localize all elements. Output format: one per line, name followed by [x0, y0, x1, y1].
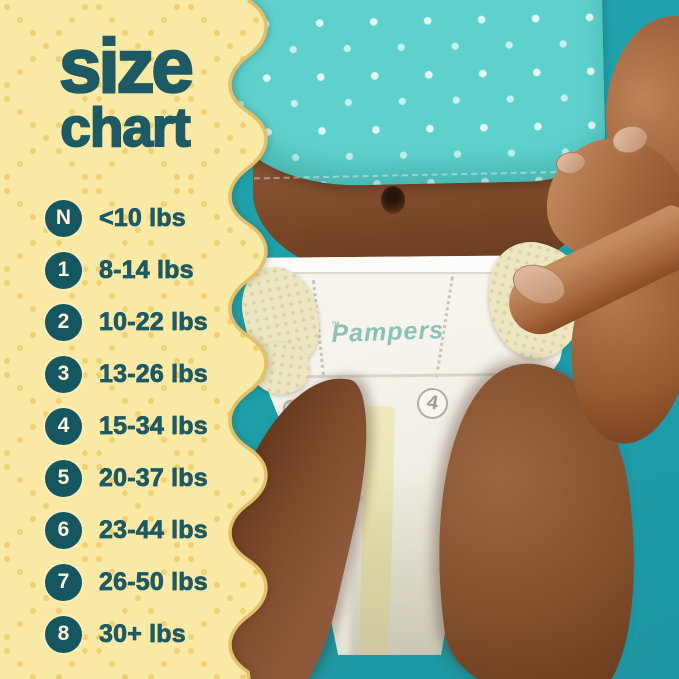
size-badge: 4 — [45, 407, 82, 445]
weight-range: 26-50 lbs — [99, 567, 208, 596]
size-badge: 5 — [45, 459, 82, 497]
weight-range: <10 lbs — [99, 203, 186, 232]
trademark-symbol: ™ — [331, 319, 342, 330]
title-line-chart: chart — [59, 95, 192, 158]
weight-range: 10-22 lbs — [99, 307, 208, 336]
weight-range: 23-44 lbs — [99, 515, 208, 544]
size-row: 4 15-34 lbs — [45, 400, 208, 452]
size-badge: 8 — [45, 615, 82, 653]
size-row: 1 8-14 lbs — [45, 244, 208, 296]
size-row: 2 10-22 lbs — [45, 296, 208, 348]
weight-range: 13-26 lbs — [99, 359, 208, 388]
weight-range: 15-34 lbs — [99, 411, 208, 440]
weight-range: 30+ lbs — [99, 619, 186, 648]
size-row: 3 13-26 lbs — [45, 348, 208, 400]
size-chart-panel — [0, 0, 268, 679]
size-badge: 1 — [45, 251, 82, 289]
weight-range: 20-37 lbs — [99, 463, 208, 492]
page-title: size chart — [0, 0, 250, 158]
size-row: 7 26-50 lbs — [45, 556, 208, 608]
diaper-size-badge: 4 — [414, 385, 451, 422]
size-row: 6 23-44 lbs — [45, 504, 208, 556]
size-badge: 6 — [45, 511, 82, 549]
size-row: N <10 lbs — [45, 192, 208, 244]
navel — [381, 186, 405, 214]
size-badge: 2 — [45, 303, 82, 341]
title-line-size: size — [58, 24, 195, 109]
size-row: 5 20-37 lbs — [45, 452, 208, 504]
size-list: N <10 lbs 1 8-14 lbs 2 10-22 lbs 3 13-26… — [45, 192, 208, 660]
size-chart-content: size chart N <10 lbs 1 8-14 lbs 2 10-22 … — [0, 0, 250, 679]
weight-range: 8-14 lbs — [99, 255, 194, 284]
size-row: 8 30+ lbs — [45, 608, 208, 660]
size-badge: 7 — [45, 563, 82, 601]
shirt-hem — [254, 170, 576, 180]
size-badge: N — [45, 199, 82, 237]
size-badge: 3 — [45, 355, 82, 393]
